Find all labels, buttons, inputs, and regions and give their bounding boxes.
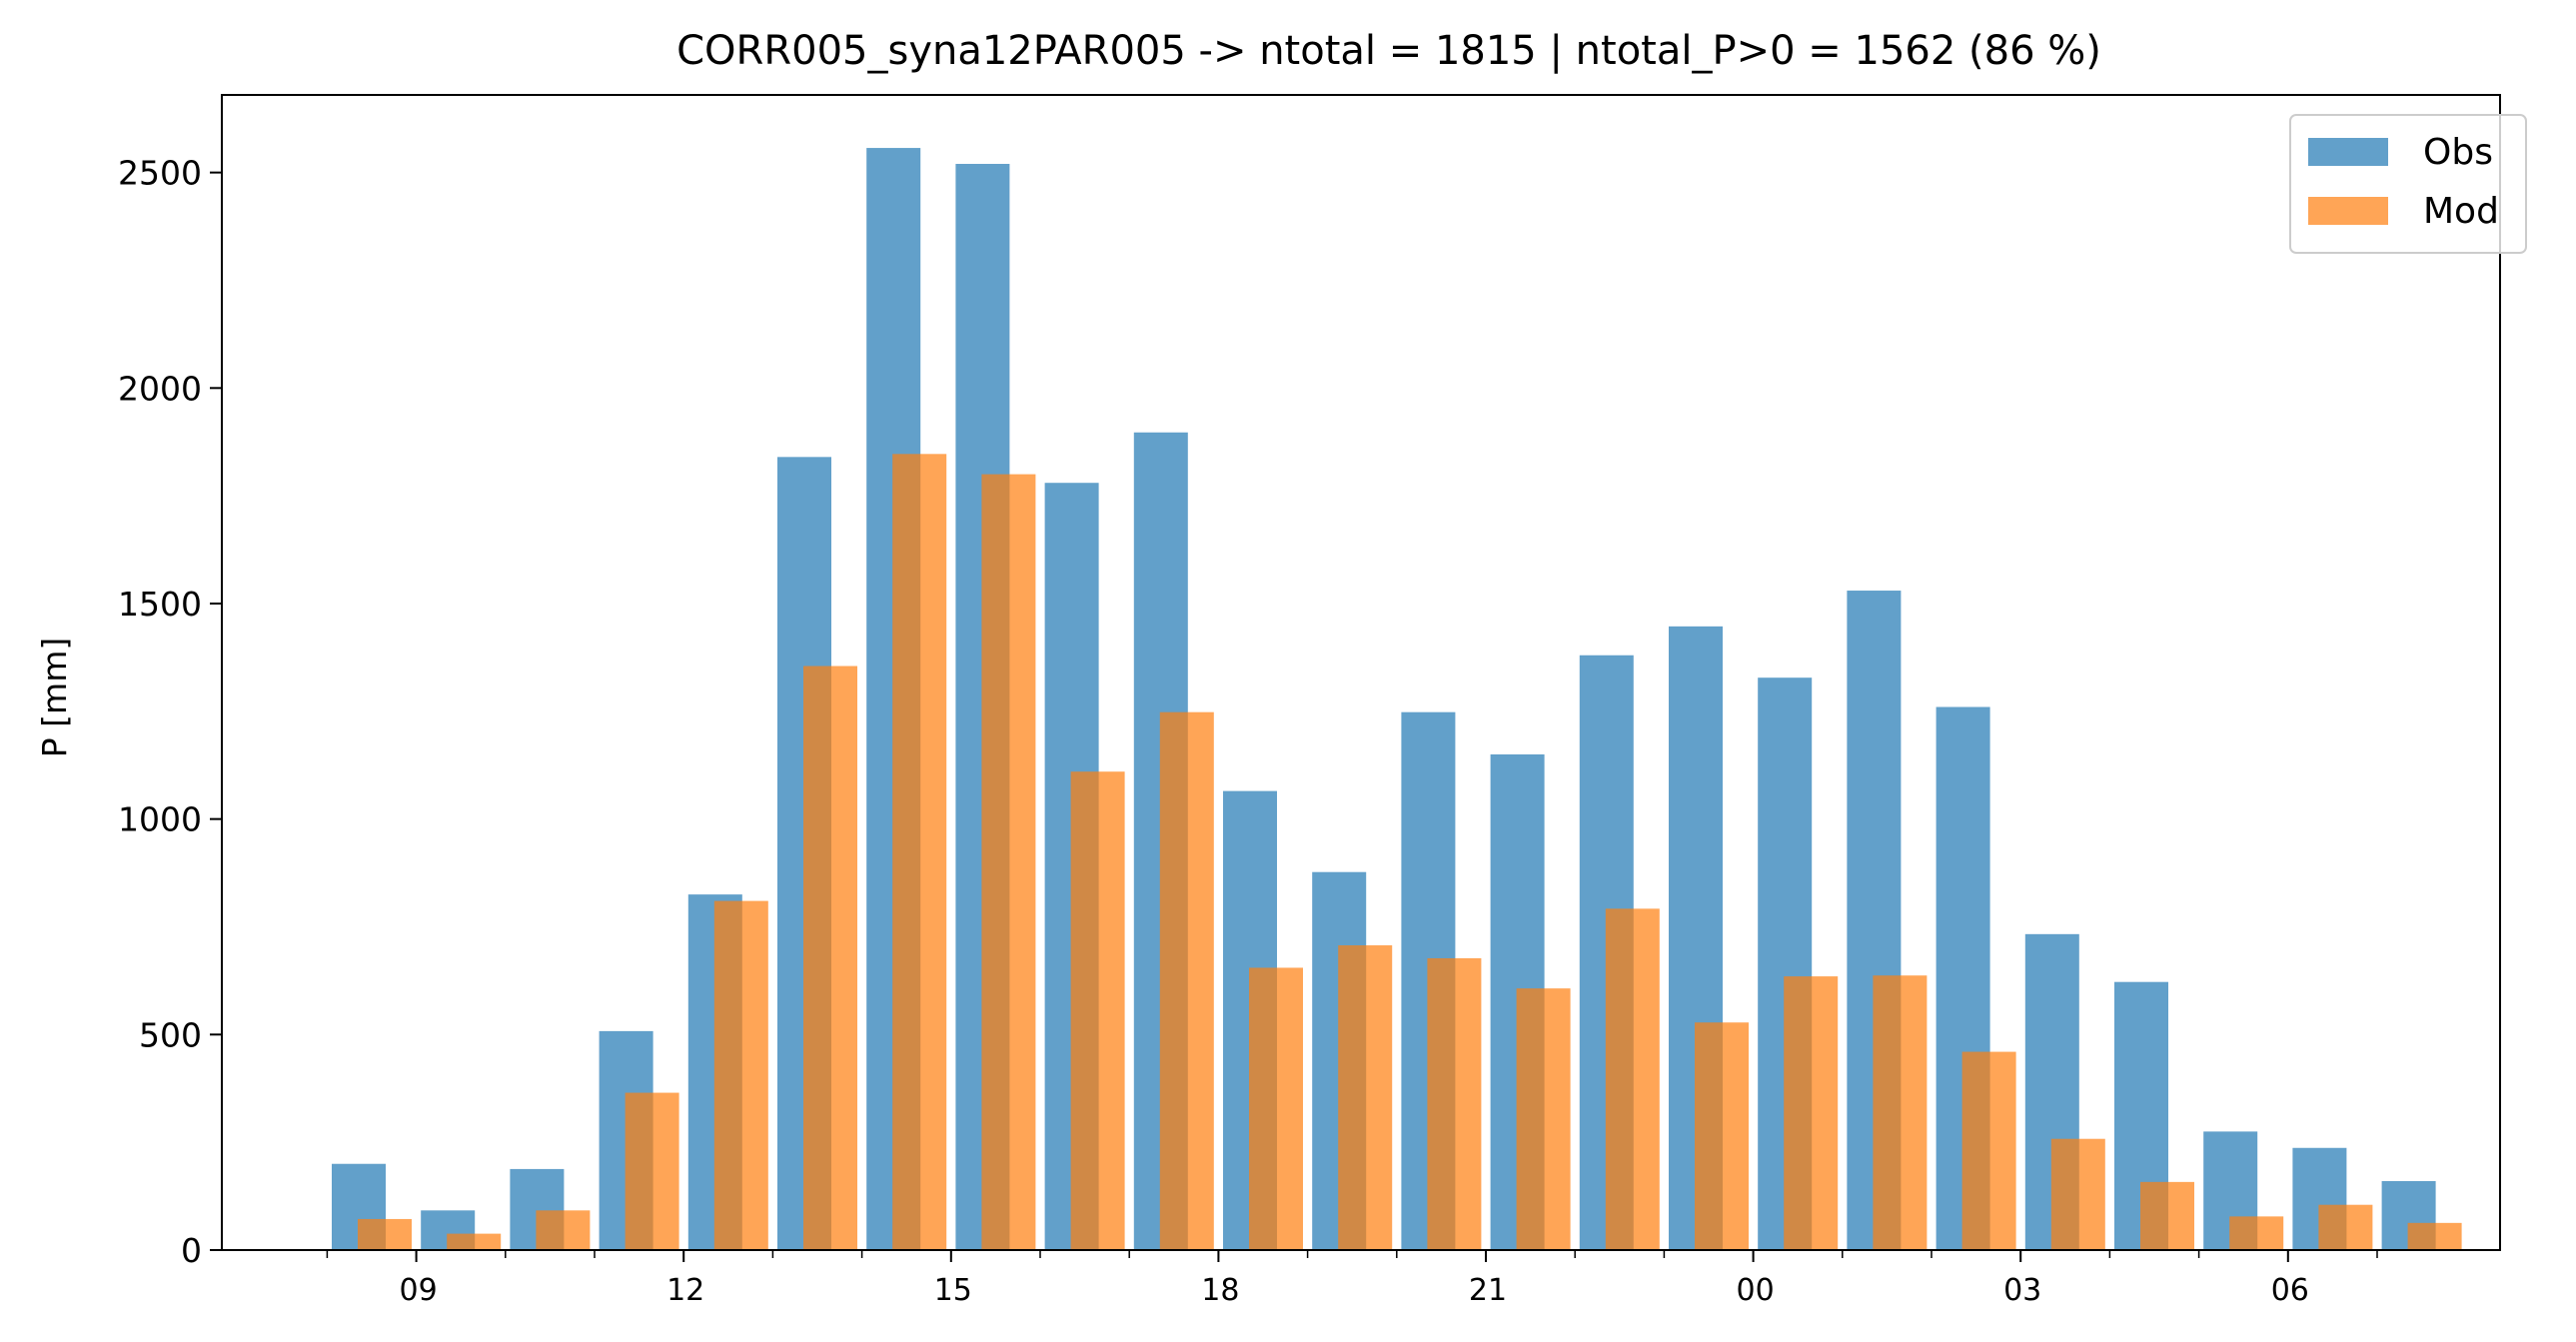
bar-mod-07 xyxy=(2407,1222,2462,1250)
y-tick-label-1500: 1500 xyxy=(118,585,202,624)
chart-title: CORR005_syna12PAR005 -> ntotal = 1815 | … xyxy=(676,28,2101,74)
y-axis-label: P [mm] xyxy=(35,638,74,757)
x-tick-label-21: 21 xyxy=(1469,1273,1507,1308)
bar-mod-15 xyxy=(981,474,1036,1251)
bar-mod-03 xyxy=(2050,1138,2105,1250)
y-tick-label-2000: 2000 xyxy=(118,369,202,408)
bar-mod-21 xyxy=(1516,988,1571,1250)
bar-mod-19 xyxy=(1338,945,1393,1250)
bar-mod-02 xyxy=(1961,1051,2016,1250)
legend-label-obs: Obs xyxy=(2423,132,2493,173)
x-tick-label-00: 00 xyxy=(1737,1273,1775,1308)
bar-mod-00 xyxy=(1784,976,1839,1250)
bar-mod-14 xyxy=(892,454,947,1250)
x-tick-label-09: 09 xyxy=(400,1273,438,1308)
bar-mod-01 xyxy=(1873,975,1928,1250)
bar-mod-13 xyxy=(803,666,857,1250)
legend: Obs Mod xyxy=(2289,114,2527,254)
bar-mod-17 xyxy=(1159,711,1214,1250)
y-tick-label-0: 0 xyxy=(181,1231,202,1270)
bar-mod-09 xyxy=(447,1233,502,1250)
bar-mod-12 xyxy=(713,900,768,1250)
bar-mod-22 xyxy=(1605,908,1660,1250)
bar-mod-23 xyxy=(1695,1022,1749,1250)
bar-mod-04 xyxy=(2140,1181,2194,1250)
x-tick-label-15: 15 xyxy=(934,1273,972,1308)
bar-mod-08 xyxy=(358,1218,412,1250)
y-tick-label-500: 500 xyxy=(139,1015,202,1054)
x-tick-label-06: 06 xyxy=(2271,1273,2309,1308)
bar-mod-06 xyxy=(2318,1204,2373,1250)
axes-layer: 0 500 1000 1500 2000 2500 09 12 15 18 21 00 03 06 xyxy=(118,154,2378,1308)
bar-mod-05 xyxy=(2229,1216,2284,1250)
y-tick-label-1000: 1000 xyxy=(118,800,202,839)
bars-layer xyxy=(332,148,2462,1251)
legend-swatch-obs xyxy=(2308,138,2388,166)
x-tick-label-12: 12 xyxy=(666,1273,704,1308)
y-tick-label-2500: 2500 xyxy=(118,154,202,193)
x-tick-label-03: 03 xyxy=(2003,1273,2041,1308)
bar-mod-20 xyxy=(1427,957,1482,1250)
legend-label-mod: Mod xyxy=(2423,191,2499,232)
bar-mod-18 xyxy=(1249,967,1303,1250)
x-tick-label-18: 18 xyxy=(1201,1273,1239,1308)
bar-mod-16 xyxy=(1070,771,1125,1250)
bar-mod-11 xyxy=(625,1092,679,1250)
legend-swatch-mod xyxy=(2308,197,2388,225)
plot-frame xyxy=(221,94,2501,1251)
bar-mod-10 xyxy=(536,1210,591,1250)
